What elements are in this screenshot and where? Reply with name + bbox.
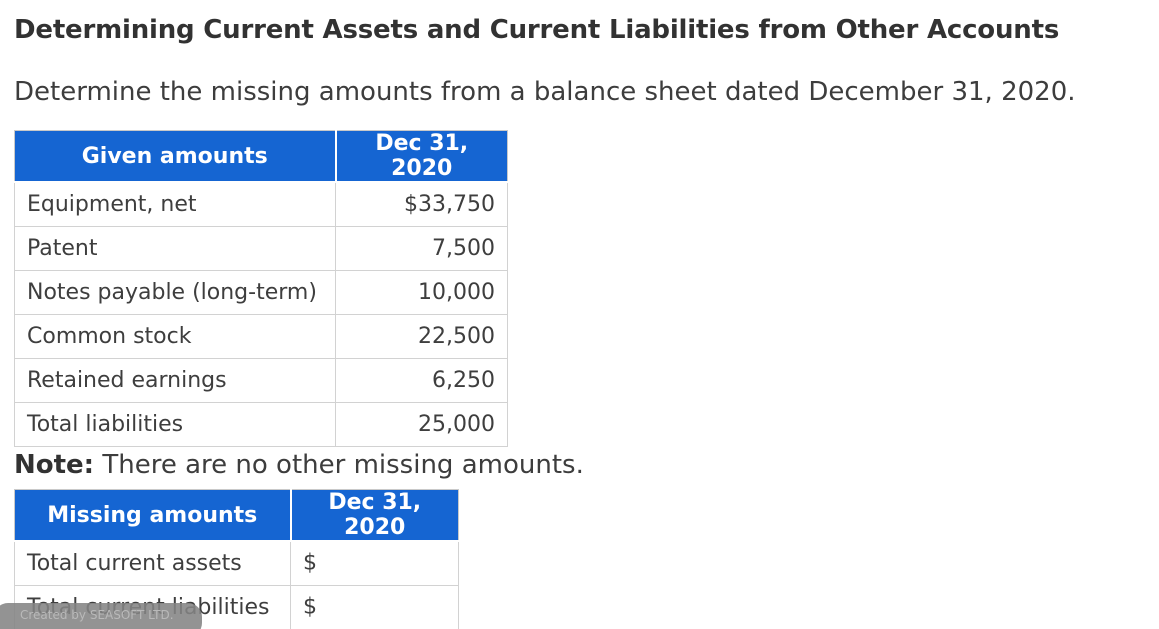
missing-table-header-date: Dec 31, 2020 <box>289 489 459 541</box>
dollar-sign: $ <box>303 550 317 576</box>
instruction-text: Determine the missing amounts from a bal… <box>14 77 1076 107</box>
account-label: Total liabilities <box>14 401 336 447</box>
account-label: Notes payable (long-term) <box>14 269 336 315</box>
table-row-common-stock: Common stock 22,500 <box>14 313 508 359</box>
total-current-liabilities-cell[interactable]: $ <box>290 584 459 629</box>
note-text: There are no other missing amounts. <box>94 450 584 480</box>
account-value: 6,250 <box>335 357 508 403</box>
account-value: 10,000 <box>335 269 508 315</box>
table-row-total-liabilities: Total liabilities 25,000 <box>14 401 508 447</box>
given-amounts-table: Given amounts Dec 31, 2020 Equipment, ne… <box>14 130 508 447</box>
table-row-equipment-net: Equipment, net $33,750 <box>14 181 508 227</box>
table-row-patent: Patent 7,500 <box>14 225 508 271</box>
given-table-header-row: Given amounts Dec 31, 2020 <box>14 130 508 182</box>
account-value: 7,500 <box>335 225 508 271</box>
table-row-notes-payable: Notes payable (long-term) 10,000 <box>14 269 508 315</box>
account-value: 22,500 <box>335 313 508 359</box>
dollar-sign: $ <box>303 594 317 620</box>
note-line: Note: There are no other missing amounts… <box>14 450 584 480</box>
watermark-badge: Created by SEASOFT LTD. <box>0 603 202 629</box>
missing-account-label: Total current assets <box>14 540 291 586</box>
page-title: Determining Current Assets and Current L… <box>14 15 1060 45</box>
table-row-retained-earnings: Retained earnings 6,250 <box>14 357 508 403</box>
total-current-assets-input[interactable] <box>321 546 439 581</box>
note-label: Note: <box>14 450 95 480</box>
total-current-liabilities-input[interactable] <box>321 590 439 624</box>
account-label: Equipment, net <box>14 181 336 227</box>
given-table-header-label: Given amounts <box>14 130 336 182</box>
account-label: Retained earnings <box>14 357 336 403</box>
given-table-header-date: Dec 31, 2020 <box>334 130 508 182</box>
account-value: $33,750 <box>335 181 508 227</box>
account-label: Common stock <box>14 313 336 359</box>
account-value: 25,000 <box>335 401 508 447</box>
table-row-total-current-assets: Total current assets $ <box>14 540 459 586</box>
account-label: Patent <box>14 225 336 271</box>
missing-table-header-label: Missing amounts <box>14 489 291 541</box>
total-current-assets-cell[interactable]: $ <box>290 540 459 586</box>
missing-table-header-row: Missing amounts Dec 31, 2020 <box>14 489 459 541</box>
